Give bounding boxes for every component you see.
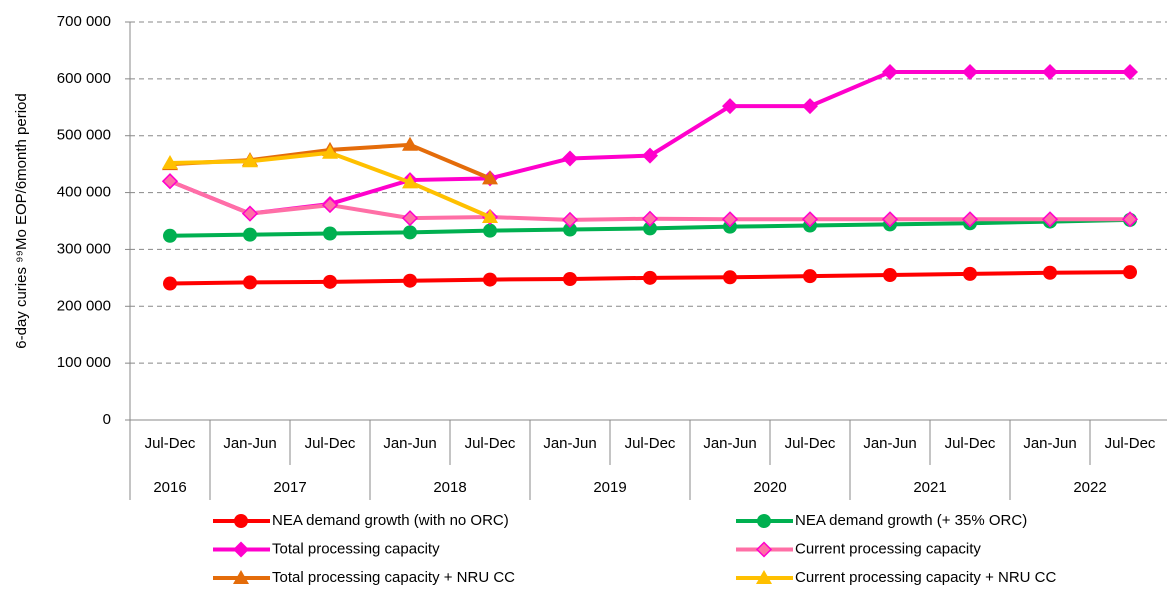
point (242, 153, 258, 168)
year-label: 2016 (153, 479, 186, 496)
point (562, 150, 578, 167)
point (1121, 211, 1139, 228)
point (482, 209, 498, 224)
point (722, 98, 738, 115)
year-label: 2020 (753, 479, 786, 496)
point (321, 197, 339, 214)
point (641, 210, 659, 227)
y-tick-label: 600 000 (57, 70, 111, 87)
x-tick-label: Jul-Dec (465, 435, 516, 452)
x-tick-label: Jan-Jun (1023, 435, 1076, 452)
point (642, 147, 658, 164)
point (883, 268, 897, 283)
point (401, 210, 419, 227)
point (233, 570, 249, 584)
point (643, 270, 657, 285)
year-label: 2019 (593, 479, 626, 496)
x-tick-label: Jan-Jun (543, 435, 596, 452)
point (163, 228, 177, 243)
point (881, 211, 899, 228)
point (402, 174, 418, 189)
y-tick-label: 100 000 (57, 354, 111, 371)
point (755, 541, 773, 558)
point (1122, 64, 1138, 81)
point (322, 144, 338, 159)
point (323, 226, 337, 241)
x-tick-label: Jan-Jun (703, 435, 756, 452)
point (161, 173, 179, 190)
point (721, 211, 739, 228)
point (323, 274, 337, 289)
point (561, 211, 579, 228)
x-tick-label: Jan-Jun (383, 435, 436, 452)
year-label: 2017 (273, 479, 306, 496)
point (1042, 64, 1058, 81)
point (162, 155, 178, 170)
legend-label: Current processing capacity (795, 540, 981, 557)
point (757, 514, 771, 528)
legend-label: NEA demand growth (with no ORC) (272, 512, 509, 529)
point (563, 271, 577, 286)
point (403, 273, 417, 288)
point (963, 266, 977, 281)
point (803, 269, 817, 284)
y-tick-label: 300 000 (57, 240, 111, 257)
point (882, 64, 898, 81)
y-tick-label: 700 000 (57, 13, 111, 30)
legend-label: Total processing capacity (272, 540, 440, 557)
point (163, 276, 177, 291)
legend-label: Current processing capacity + NRU CC (795, 569, 1057, 586)
point (233, 541, 249, 558)
point (802, 98, 818, 115)
x-tick-label: Jan-Jun (223, 435, 276, 452)
year-label: 2018 (433, 479, 466, 496)
y-tick-label: 0 (103, 411, 111, 428)
point (1123, 265, 1137, 280)
point (1043, 265, 1057, 280)
x-tick-label: Jul-Dec (945, 435, 996, 452)
point (234, 514, 248, 528)
x-tick-label: Jul-Dec (785, 435, 836, 452)
x-tick-label: Jan-Jun (863, 435, 916, 452)
point (403, 225, 417, 240)
point (482, 170, 498, 185)
y-axis-label: 6-day curies ⁹⁹Mo EOP/6month period (13, 93, 30, 348)
point (961, 211, 979, 228)
point (756, 570, 772, 584)
point (402, 136, 418, 151)
year-label: 2021 (913, 479, 946, 496)
point (1041, 211, 1059, 228)
y-tick-label: 200 000 (57, 297, 111, 314)
x-tick-label: Jul-Dec (625, 435, 676, 452)
point (723, 270, 737, 285)
legend-label: Total processing capacity + NRU CC (272, 569, 515, 586)
y-tick-label: 500 000 (57, 127, 111, 144)
x-tick-label: Jul-Dec (145, 435, 196, 452)
point (483, 272, 497, 287)
y-tick-label: 400 000 (57, 184, 111, 201)
point (962, 64, 978, 81)
year-label: 2022 (1073, 479, 1106, 496)
point (563, 222, 577, 237)
point (483, 223, 497, 238)
point (801, 211, 819, 228)
x-tick-label: Jul-Dec (305, 435, 356, 452)
point (243, 275, 257, 290)
point (643, 221, 657, 236)
point (241, 205, 259, 222)
point (243, 227, 257, 242)
x-tick-label: Jul-Dec (1105, 435, 1156, 452)
legend-label: NEA demand growth (+ 35% ORC) (795, 512, 1027, 529)
